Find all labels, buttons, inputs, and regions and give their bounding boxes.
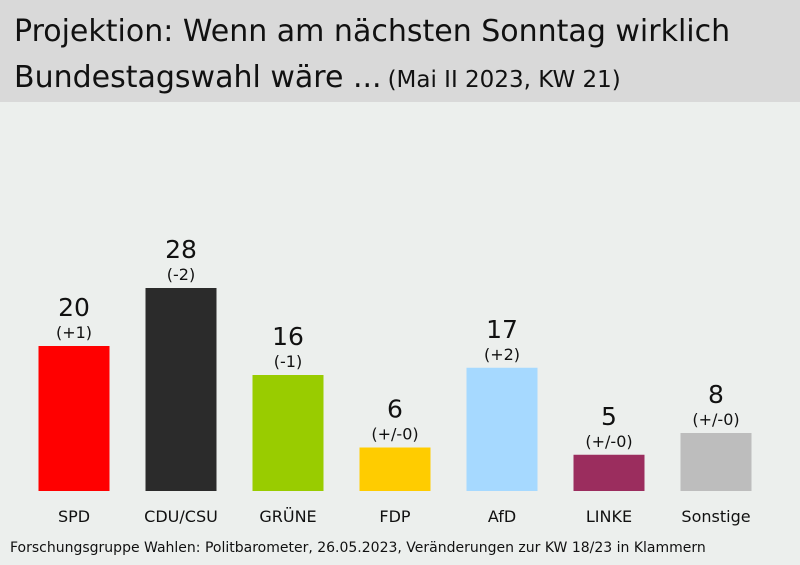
category-label-cdu-csu: CDU/CSU — [144, 507, 218, 526]
category-label-sonstige: Sonstige — [681, 507, 750, 526]
chart-title-line-1: Projektion: Wenn am nächsten Sonntag wir… — [14, 14, 731, 49]
category-label-linke: LINKE — [586, 507, 632, 526]
value-label-gruene: 16 — [272, 322, 304, 351]
bar-linke — [573, 454, 645, 491]
value-label-fdp: 6 — [387, 395, 403, 424]
value-label-afd: 17 — [486, 315, 518, 344]
value-label-sonstige: 8 — [708, 380, 724, 409]
change-label-spd: (+1) — [56, 323, 92, 342]
bar-gruene — [252, 375, 324, 491]
category-label-afd: AfD — [488, 507, 516, 526]
bar-afd — [466, 367, 538, 491]
change-label-sonstige: (+/-0) — [692, 410, 739, 429]
category-label-gruene: GRÜNE — [259, 507, 316, 526]
value-label-cdu-csu: 28 — [165, 235, 197, 264]
bar-spd — [38, 346, 110, 491]
change-label-fdp: (+/-0) — [371, 425, 418, 444]
value-label-spd: 20 — [58, 293, 90, 322]
category-label-spd: SPD — [58, 507, 90, 526]
change-label-linke: (+/-0) — [585, 432, 632, 451]
source-note: Forschungsgruppe Wahlen: Politbarometer,… — [10, 540, 706, 556]
change-label-gruene: (-1) — [274, 352, 302, 371]
change-label-afd: (+2) — [484, 345, 520, 364]
change-label-cdu-csu: (-2) — [167, 265, 195, 284]
bar-fdp — [359, 447, 431, 491]
category-label-fdp: FDP — [379, 507, 411, 526]
chart-header: Projektion: Wenn am nächsten Sonntag wir… — [0, 0, 800, 102]
bar-sonstige — [680, 433, 752, 491]
chart-subtitle: (Mai II 2023, KW 21) — [387, 67, 621, 93]
value-label-linke: 5 — [601, 402, 617, 431]
chart-title-line-2-text: Bundestagswahl wäre ... — [14, 60, 382, 95]
chart-title-line-2: Bundestagswahl wäre ... (Mai II 2023, KW … — [14, 60, 621, 98]
bar-cdu-csu — [145, 288, 217, 491]
